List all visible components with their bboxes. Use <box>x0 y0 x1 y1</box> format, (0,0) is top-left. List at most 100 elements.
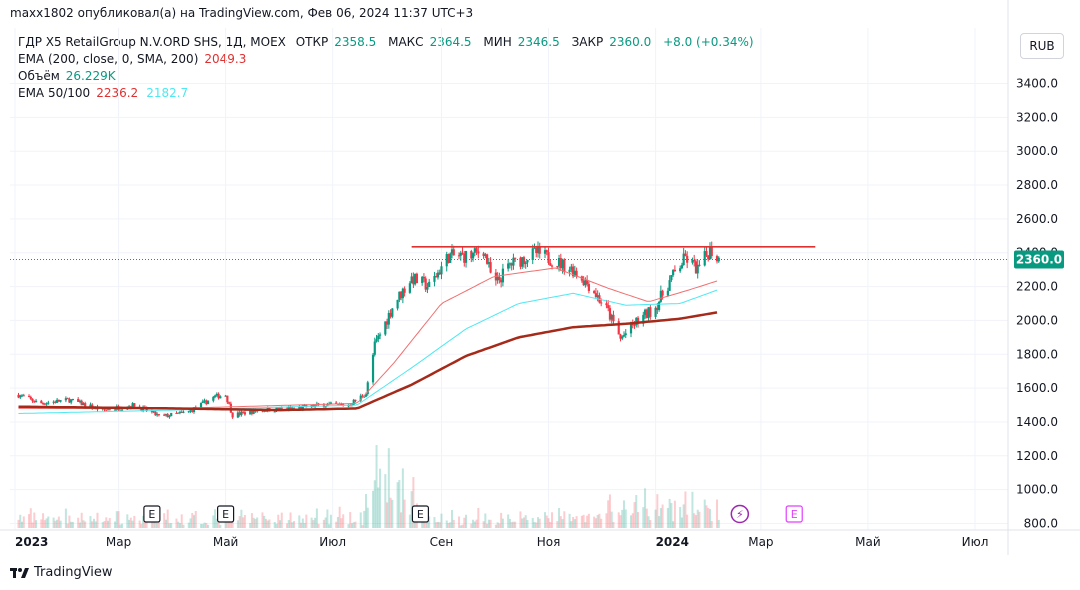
candle-body <box>27 395 31 397</box>
candle-body <box>596 295 599 298</box>
volume-bar <box>512 521 515 528</box>
volume-bar <box>263 515 266 528</box>
candle-body <box>619 334 622 339</box>
candle-body <box>396 299 399 309</box>
volume-bar <box>17 519 20 528</box>
candle-body <box>175 412 178 414</box>
volume-bar <box>649 520 652 528</box>
volume-bar <box>496 522 499 528</box>
legend-ema-pair-row[interactable]: EMA 50/100 2236.2 2182.7 <box>18 85 762 102</box>
volume-bar <box>35 520 38 528</box>
volume-bar <box>226 519 229 528</box>
candle-body <box>445 254 448 267</box>
volume-bar <box>361 525 364 528</box>
volume-bar <box>275 523 278 528</box>
volume-bar <box>336 516 339 528</box>
volume-bar <box>117 511 120 528</box>
volume-bar <box>21 521 24 528</box>
candle-body <box>298 406 301 409</box>
candle-body <box>449 253 452 263</box>
earnings-marker[interactable]: E <box>411 505 430 523</box>
volume-bar <box>175 518 178 528</box>
dividends-marker[interactable]: ⚡ <box>730 504 750 524</box>
candle-body <box>703 251 706 266</box>
volume-bar <box>536 517 539 528</box>
volume-label: Объём <box>18 69 60 83</box>
candle-body <box>573 270 576 277</box>
volume-bar <box>621 509 624 528</box>
candle-body <box>398 291 401 300</box>
volume-bar <box>682 504 685 528</box>
volume-bar <box>693 513 696 528</box>
candle-body <box>178 411 182 413</box>
volume-bar <box>396 482 399 528</box>
candle-body <box>215 393 218 396</box>
tradingview-logo[interactable]: TradingView <box>10 565 113 580</box>
candle-body <box>435 275 438 278</box>
candle-body <box>47 402 50 404</box>
y-tick-label: 2800.0 <box>1016 178 1058 192</box>
candle-body <box>364 393 368 397</box>
earnings-marker[interactable]: E <box>143 505 161 523</box>
candle-body <box>373 341 376 355</box>
volume-bar <box>410 491 413 528</box>
close-value: 2360.0 <box>609 35 652 49</box>
volume-bar <box>101 522 104 528</box>
candle-body <box>203 400 206 402</box>
earnings-box <box>411 505 430 523</box>
candle-body <box>452 249 455 256</box>
high-value: 2364.5 <box>429 35 472 49</box>
volume-bar <box>314 517 317 528</box>
volume-bar <box>694 515 697 528</box>
volume-bar <box>587 513 590 528</box>
volume-bar <box>64 508 67 528</box>
future_earnings-marker[interactable]: E <box>785 505 803 523</box>
candle-body <box>545 250 548 253</box>
volume-bar <box>249 522 252 528</box>
candle-body <box>424 278 427 290</box>
volume-bar <box>243 515 246 528</box>
candle-body <box>691 260 694 263</box>
volume-bar <box>178 523 181 528</box>
volume-bar <box>191 512 194 528</box>
volume-bar <box>447 522 450 528</box>
currency-button[interactable]: RUB <box>1020 33 1064 59</box>
y-tick-label: 3000.0 <box>1016 144 1058 158</box>
volume-bar <box>277 514 280 528</box>
volume-bar <box>633 502 636 528</box>
volume-bar <box>472 519 475 528</box>
volume-bar <box>668 498 671 528</box>
volume-bar <box>679 507 682 528</box>
volume-bar <box>57 516 60 528</box>
symbol-label[interactable]: ГДР X5 RetailGroup N.V.ORD SHS, 1Д, MOEX <box>18 35 286 49</box>
candle-body <box>113 409 117 411</box>
volume-bar <box>114 521 117 528</box>
candle-body <box>587 284 590 291</box>
change-value: +8.0 (+0.34%) <box>663 35 754 49</box>
candle-body <box>361 395 364 397</box>
candle-body <box>40 400 43 404</box>
candle-body <box>672 269 675 276</box>
candle-body <box>119 409 122 411</box>
candle-body <box>428 281 431 288</box>
legend-volume-row[interactable]: Объём 26.229K <box>18 68 762 85</box>
volume-bar <box>177 521 180 528</box>
volume-bar <box>287 520 290 528</box>
candle-body <box>242 411 245 413</box>
candle-body <box>510 263 513 266</box>
volume-bar <box>138 520 141 528</box>
candle-body <box>201 401 204 403</box>
y-tick-label: 2600.0 <box>1016 212 1058 226</box>
candle-body <box>686 255 689 263</box>
candle-body <box>70 399 73 403</box>
candle-body <box>600 302 603 304</box>
earnings-marker[interactable]: E <box>217 505 235 523</box>
earnings-letter: E <box>148 508 155 521</box>
volume-bar <box>77 517 80 528</box>
volume-bars <box>17 445 720 528</box>
volume-bar <box>180 514 183 528</box>
volume-bar <box>68 515 71 528</box>
candle-body <box>64 398 67 401</box>
candle-body <box>57 399 60 402</box>
